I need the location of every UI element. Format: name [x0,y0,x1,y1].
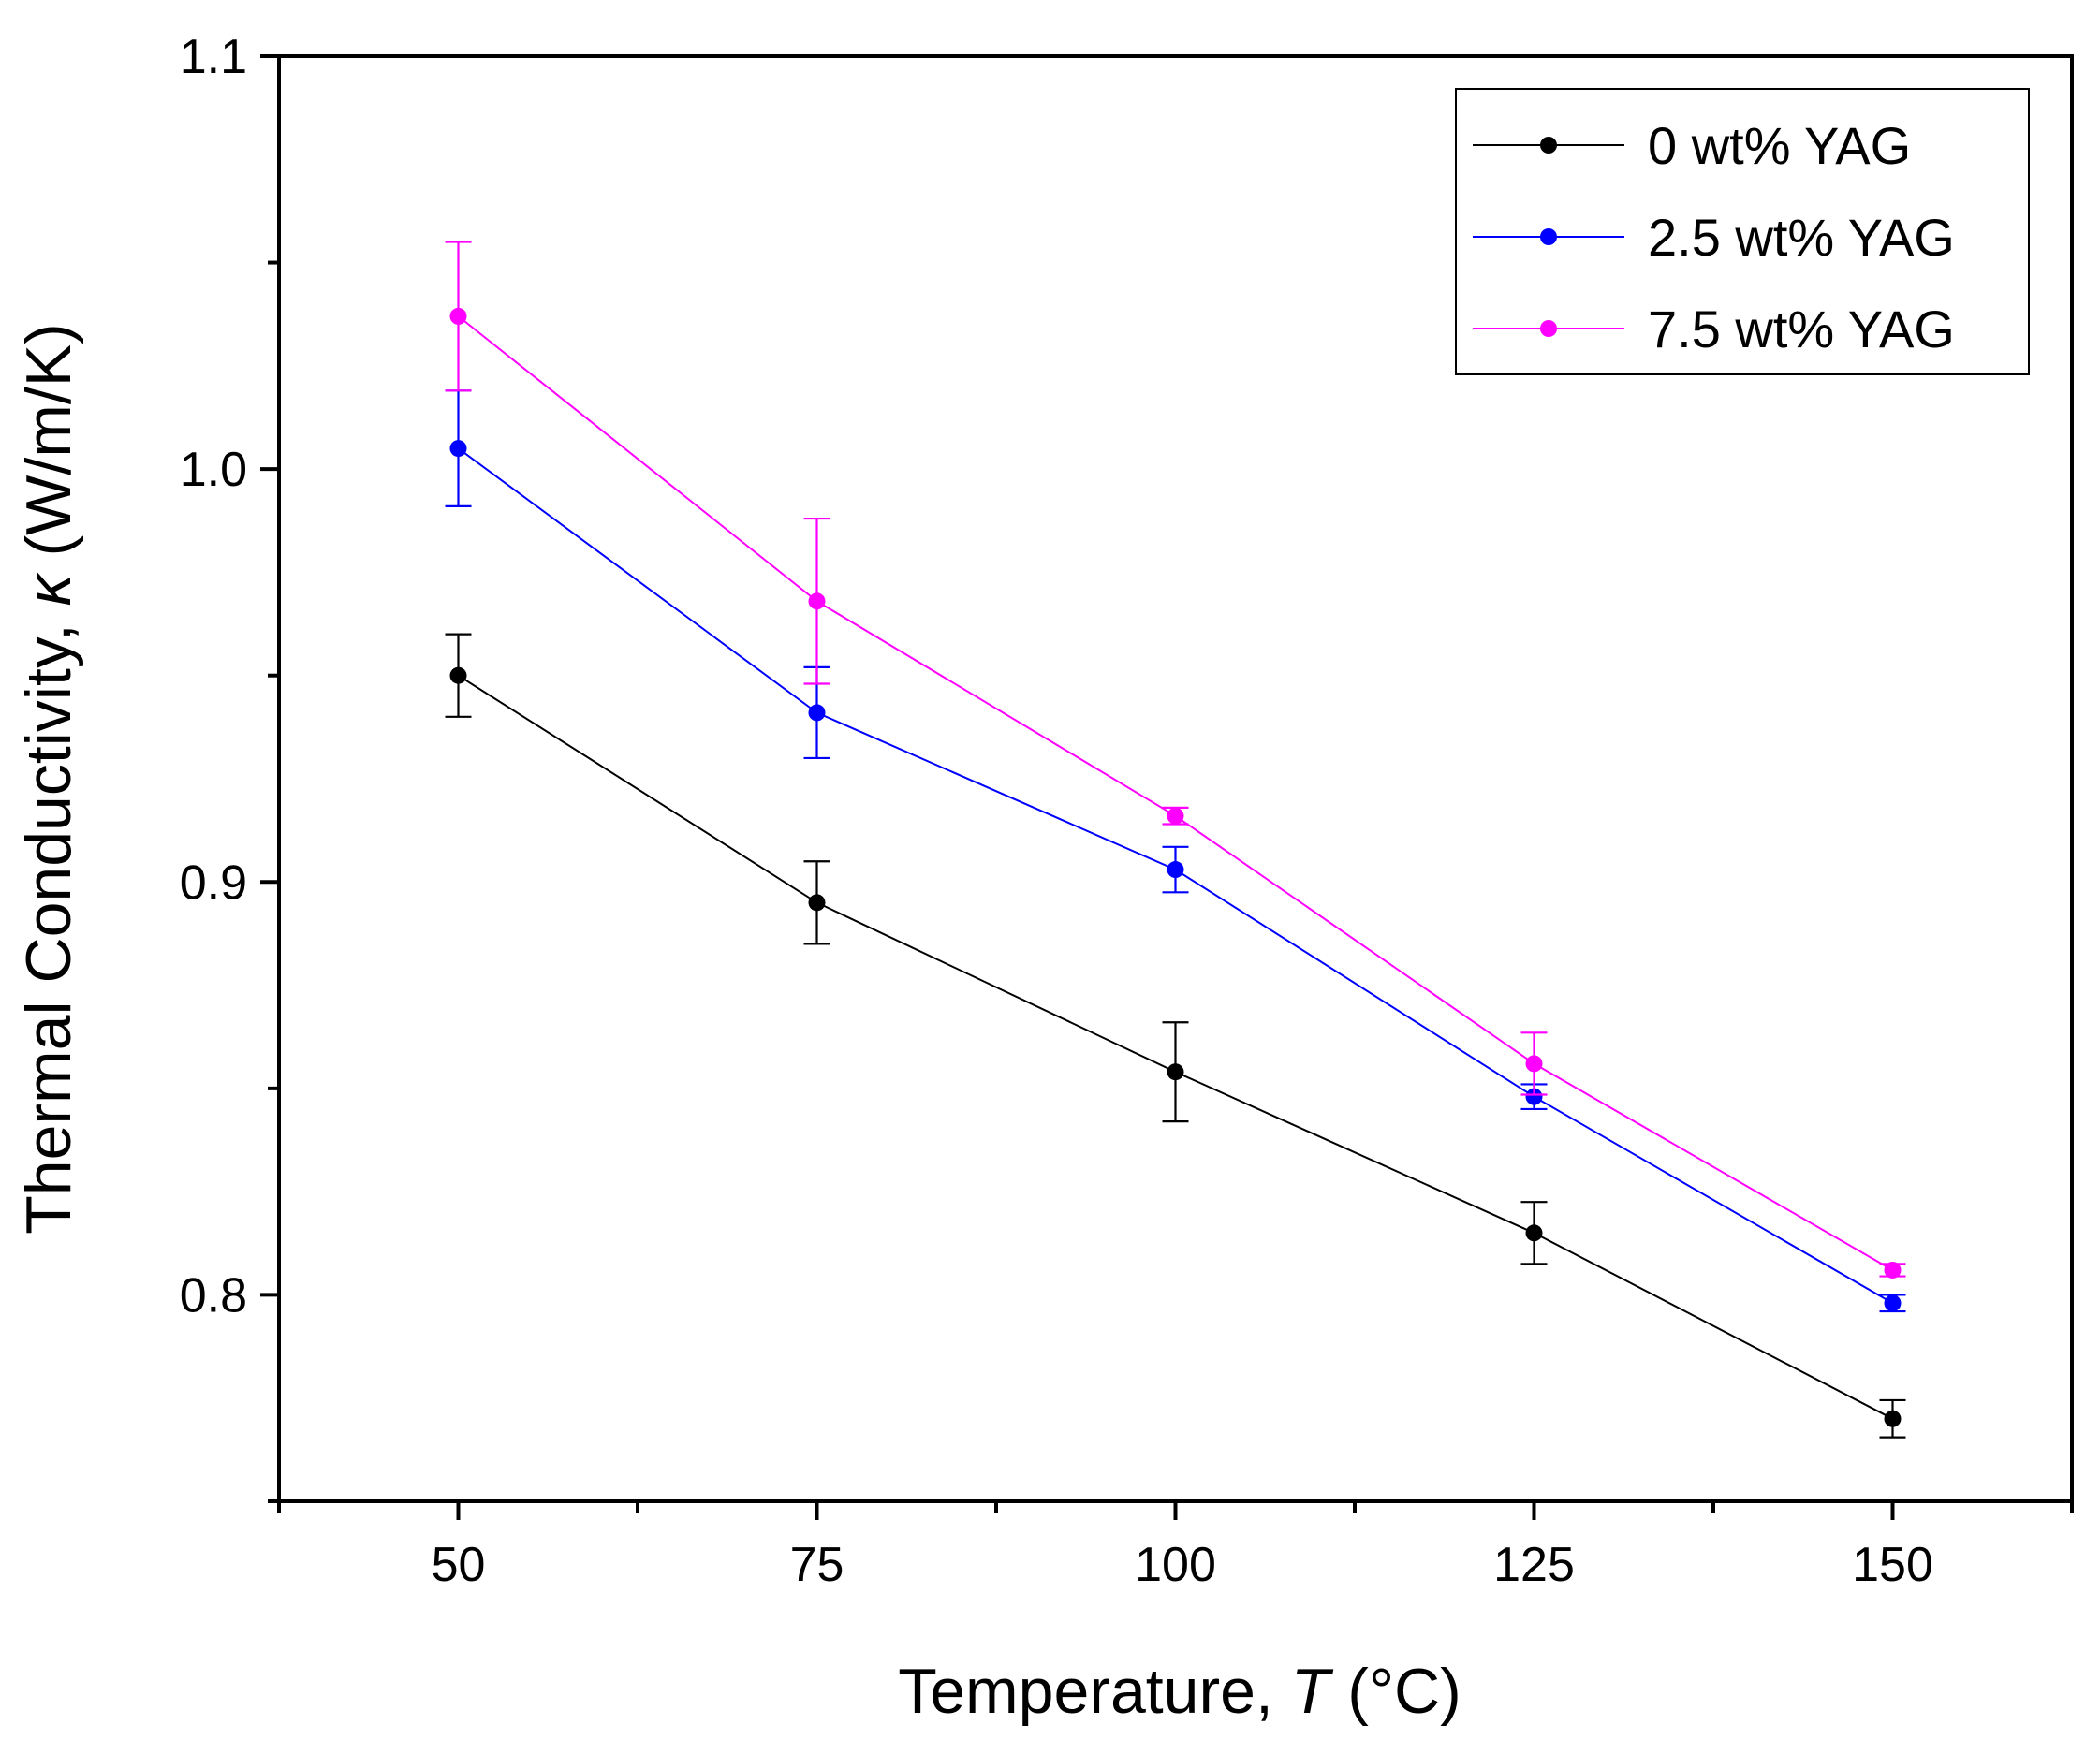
axes-layer: 50 75 100 125 150 0.8 0.9 1.0 1.1 [180,30,2074,1592]
data-point [1884,1410,1902,1427]
data-point [1525,1224,1543,1242]
data-point [1525,1055,1543,1073]
y-tick-label: 0.8 [180,1268,247,1323]
legend-marker [1540,137,1557,154]
data-point [1167,861,1184,879]
x-tick-label: 100 [1135,1538,1216,1592]
legend-marker [1540,228,1557,245]
series-line [457,315,1893,1271]
data-point [449,440,467,458]
data-point [1884,1261,1902,1279]
data-point [808,704,826,722]
data-point [808,894,826,912]
series-0 [445,633,1906,1439]
x-axis-title-prefix: Temperature, [898,1656,1291,1727]
series-2 [445,241,1906,1279]
x-tick-label: 150 [1852,1538,1933,1592]
data-point [808,592,826,610]
y-axis-title-suffix: (W/m/K) [13,323,84,574]
series-1 [445,389,1906,1313]
data-point [449,307,467,325]
legend-label: 7.5 wt% YAG [1648,300,1955,358]
legend: 0 wt% YAG 2.5 wt% YAG 7.5 wt% YAG [1455,88,2030,375]
x-axis-title-symbol: T [1291,1656,1334,1727]
x-axis-title-suffix: (°C) [1329,1656,1461,1727]
data-point [1167,1063,1184,1081]
series-layer [445,241,1906,1439]
data-point [1525,1088,1543,1105]
y-tick-label: 1.0 [180,443,247,497]
y-axis-title: Thermal Conductivity, κ (W/m/K) [13,323,84,1235]
data-point [1884,1294,1902,1312]
legend-label: 0 wt% YAG [1648,116,1911,175]
x-axis-title: Temperature, T (°C) [898,1656,1461,1727]
y-axis-title-symbol: κ [13,571,84,606]
data-point [1167,807,1184,825]
legend-label: 2.5 wt% YAG [1648,208,1955,267]
y-axis-title-prefix: Thermal Conductivity, [13,606,84,1234]
x-tick-label: 125 [1493,1538,1575,1592]
x-tick-label: 75 [790,1538,844,1592]
x-tick-label: 50 [432,1538,486,1592]
legend-marker [1540,320,1557,337]
y-tick-label: 1.1 [180,30,247,84]
y-tick-label: 0.9 [180,855,247,910]
data-point [449,666,467,684]
